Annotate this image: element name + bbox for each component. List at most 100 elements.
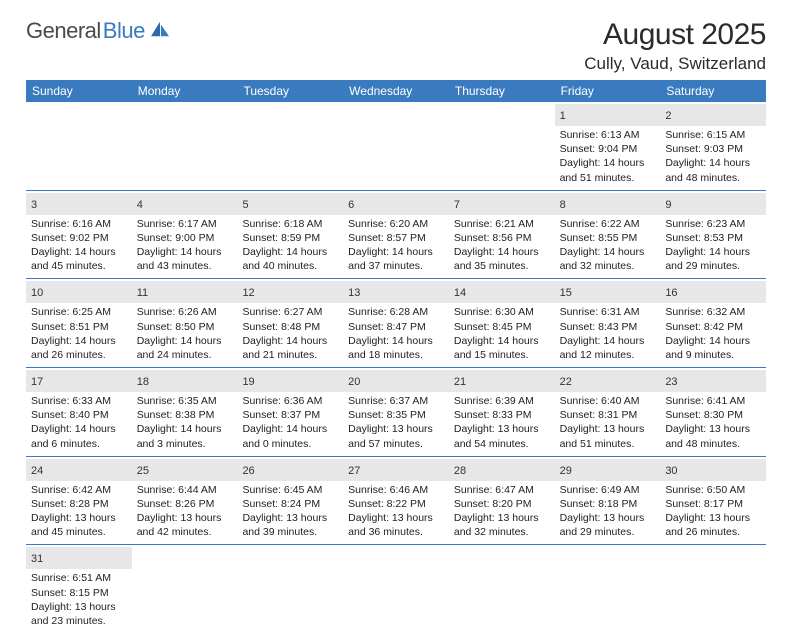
title-block: August 2025 Cully, Vaud, Switzerland (584, 18, 766, 74)
day-number-row: 12 (237, 281, 343, 303)
sunrise-text: Sunrise: 6:40 AM (560, 394, 656, 408)
day-details: Sunrise: 6:13 AMSunset: 9:04 PMDaylight:… (560, 128, 656, 185)
sunrise-text: Sunrise: 6:15 AM (665, 128, 761, 142)
day-details: Sunrise: 6:32 AMSunset: 8:42 PMDaylight:… (665, 305, 761, 362)
sunset-text: Sunset: 8:28 PM (31, 497, 127, 511)
sunrise-text: Sunrise: 6:20 AM (348, 217, 444, 231)
calendar-week: 24Sunrise: 6:42 AMSunset: 8:28 PMDayligh… (26, 457, 766, 546)
day-details: Sunrise: 6:39 AMSunset: 8:33 PMDaylight:… (454, 394, 550, 451)
day-number: 31 (31, 553, 43, 565)
calendar-day: 25Sunrise: 6:44 AMSunset: 8:26 PMDayligh… (132, 457, 238, 546)
sunset-text: Sunset: 8:55 PM (560, 231, 656, 245)
day-details: Sunrise: 6:23 AMSunset: 8:53 PMDaylight:… (665, 217, 761, 274)
daylight-text: Daylight: 14 hours and 26 minutes. (31, 334, 127, 362)
day-details: Sunrise: 6:20 AMSunset: 8:57 PMDaylight:… (348, 217, 444, 274)
day-number-row: 29 (555, 459, 661, 481)
sunrise-text: Sunrise: 6:13 AM (560, 128, 656, 142)
sunset-text: Sunset: 9:03 PM (665, 142, 761, 156)
day-details: Sunrise: 6:45 AMSunset: 8:24 PMDaylight:… (242, 483, 338, 540)
day-number: 4 (137, 199, 143, 211)
calendar-day: 28Sunrise: 6:47 AMSunset: 8:20 PMDayligh… (449, 457, 555, 546)
calendar: SundayMondayTuesdayWednesdayThursdayFrid… (26, 80, 766, 633)
daylight-text: Daylight: 13 hours and 23 minutes. (31, 600, 127, 628)
day-details: Sunrise: 6:50 AMSunset: 8:17 PMDaylight:… (665, 483, 761, 540)
calendar-day: 14Sunrise: 6:30 AMSunset: 8:45 PMDayligh… (449, 279, 555, 368)
day-number: 23 (665, 376, 677, 388)
day-number-row: 20 (343, 370, 449, 392)
day-number: 3 (31, 199, 37, 211)
calendar-day-empty (555, 545, 661, 633)
sunset-text: Sunset: 8:30 PM (665, 408, 761, 422)
weekday-header-cell: Tuesday (237, 80, 343, 102)
calendar-day: 12Sunrise: 6:27 AMSunset: 8:48 PMDayligh… (237, 279, 343, 368)
calendar-day-empty (449, 545, 555, 633)
calendar-day: 18Sunrise: 6:35 AMSunset: 8:38 PMDayligh… (132, 368, 238, 457)
day-number-row: 30 (660, 459, 766, 481)
calendar-day: 24Sunrise: 6:42 AMSunset: 8:28 PMDayligh… (26, 457, 132, 546)
day-number: 9 (665, 199, 671, 211)
day-number-row: 1 (555, 104, 661, 126)
calendar-day: 1Sunrise: 6:13 AMSunset: 9:04 PMDaylight… (555, 102, 661, 191)
day-number-row: 7 (449, 193, 555, 215)
day-number-row: 25 (132, 459, 238, 481)
day-number: 19 (242, 376, 254, 388)
day-number: 30 (665, 465, 677, 477)
sunset-text: Sunset: 8:57 PM (348, 231, 444, 245)
day-number-row: 10 (26, 281, 132, 303)
sunset-text: Sunset: 8:15 PM (31, 586, 127, 600)
sunrise-text: Sunrise: 6:33 AM (31, 394, 127, 408)
sunset-text: Sunset: 8:42 PM (665, 320, 761, 334)
calendar-day: 13 Sunrise: 6:28 AMSunset: 8:47 PMDayligh… (343, 279, 449, 368)
daylight-text: Daylight: 14 hours and 12 minutes. (560, 334, 656, 362)
calendar-day-empty (343, 102, 449, 191)
sunrise-text: Sunrise: 6:27 AM (242, 305, 338, 319)
sunrise-text: Sunrise: 6:31 AM (560, 305, 656, 319)
daylight-text: Daylight: 14 hours and 48 minutes. (665, 156, 761, 184)
sunrise-text: Sunrise: 6:17 AM (137, 217, 233, 231)
sunrise-text: Sunrise: 6:37 AM (348, 394, 444, 408)
day-number: 13 (348, 287, 360, 299)
day-number: 8 (560, 199, 566, 211)
day-number-row: 27 (343, 459, 449, 481)
sunset-text: Sunset: 8:20 PM (454, 497, 550, 511)
day-number-row: 22 (555, 370, 661, 392)
day-details: Sunrise: 6:28 AMSunset: 8:47 PMDaylight:… (348, 305, 444, 362)
sunset-text: Sunset: 8:50 PM (137, 320, 233, 334)
weekday-header-cell: Friday (555, 80, 661, 102)
sunset-text: Sunset: 8:26 PM (137, 497, 233, 511)
logo: GeneralBlue (26, 18, 171, 44)
day-number: 16 (665, 287, 677, 299)
day-details: Sunrise: 6:18 AMSunset: 8:59 PMDaylight:… (242, 217, 338, 274)
day-number-row: 17 (26, 370, 132, 392)
sunset-text: Sunset: 8:38 PM (137, 408, 233, 422)
day-number-row: 18 (132, 370, 238, 392)
daylight-text: Daylight: 14 hours and 18 minutes. (348, 334, 444, 362)
sunset-text: Sunset: 8:24 PM (242, 497, 338, 511)
day-number-row: 23 (660, 370, 766, 392)
calendar-day: 27Sunrise: 6:46 AMSunset: 8:22 PMDayligh… (343, 457, 449, 546)
calendar-day: 9 Sunrise: 6:23 AMSunset: 8:53 PMDaylight… (660, 191, 766, 280)
calendar-day: 11Sunrise: 6:26 AMSunset: 8:50 PMDayligh… (132, 279, 238, 368)
calendar-day: 29Sunrise: 6:49 AMSunset: 8:18 PMDayligh… (555, 457, 661, 546)
calendar-week: 1Sunrise: 6:13 AMSunset: 9:04 PMDaylight… (26, 102, 766, 191)
day-number: 17 (31, 376, 43, 388)
day-details: Sunrise: 6:37 AMSunset: 8:35 PMDaylight:… (348, 394, 444, 451)
daylight-text: Daylight: 13 hours and 48 minutes. (665, 422, 761, 450)
month-title: August 2025 (584, 18, 766, 52)
daylight-text: Daylight: 14 hours and 40 minutes. (242, 245, 338, 273)
day-number: 5 (242, 199, 248, 211)
day-details: Sunrise: 6:27 AMSunset: 8:48 PMDaylight:… (242, 305, 338, 362)
sunrise-text: Sunrise: 6:36 AM (242, 394, 338, 408)
sunset-text: Sunset: 8:48 PM (242, 320, 338, 334)
sunrise-text: Sunrise: 6:51 AM (31, 571, 127, 585)
sunset-text: Sunset: 8:33 PM (454, 408, 550, 422)
daylight-text: Daylight: 14 hours and 3 minutes. (137, 422, 233, 450)
day-details: Sunrise: 6:42 AMSunset: 8:28 PMDaylight:… (31, 483, 127, 540)
day-number: 6 (348, 199, 354, 211)
calendar-day-empty (132, 102, 238, 191)
page-header: GeneralBlue August 2025 Cully, Vaud, Swi… (26, 18, 766, 74)
day-number: 22 (560, 376, 572, 388)
daylight-text: Daylight: 13 hours and 29 minutes. (560, 511, 656, 539)
calendar-day-empty (132, 545, 238, 633)
day-details: Sunrise: 6:46 AMSunset: 8:22 PMDaylight:… (348, 483, 444, 540)
